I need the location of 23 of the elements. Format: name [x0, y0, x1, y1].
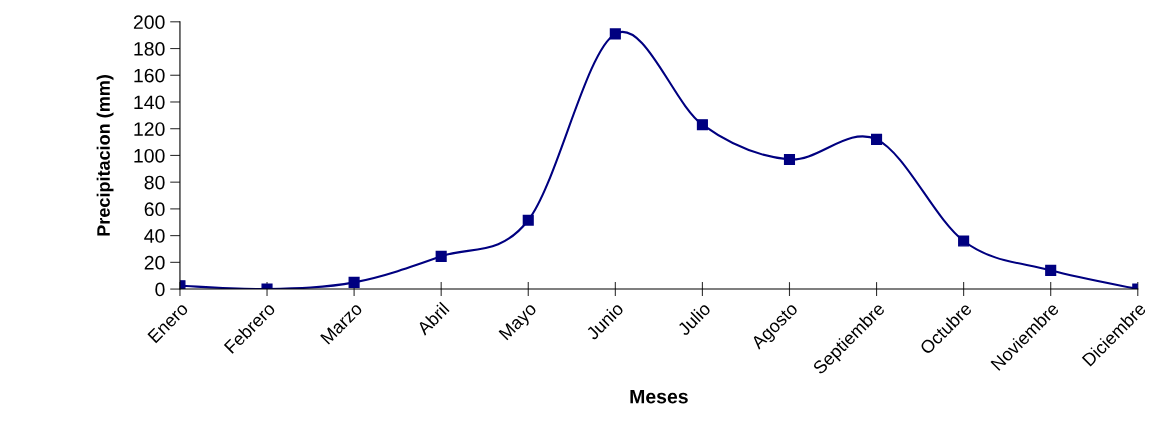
- y-tick-label: 160: [134, 68, 165, 83]
- point: [609, 28, 621, 40]
- x-tick-label: Julio: [676, 301, 712, 337]
- y-tick-label: 200: [133, 15, 165, 30]
- y-tick-label: 20: [144, 255, 165, 270]
- point: [870, 133, 883, 145]
- x-axis-title: Meses: [630, 389, 688, 404]
- y-tick-label: 140: [134, 95, 165, 110]
- point: [522, 214, 534, 226]
- y-axis-title: Precipitacion (mm): [96, 75, 114, 236]
- point: [958, 235, 970, 247]
- y-tick-label: 40: [144, 229, 165, 243]
- y-tick-label: 180: [134, 41, 165, 56]
- y-tick-label: 120: [134, 122, 165, 136]
- point: [1045, 264, 1057, 276]
- y-tick-label: 100: [134, 148, 165, 163]
- y-tick-label: 60: [144, 202, 165, 217]
- point: [696, 119, 708, 131]
- point: [783, 153, 796, 165]
- point: [435, 250, 447, 262]
- y-tick-label: 0: [155, 282, 165, 297]
- point: [348, 276, 360, 288]
- y-tick-label: 80: [144, 175, 165, 190]
